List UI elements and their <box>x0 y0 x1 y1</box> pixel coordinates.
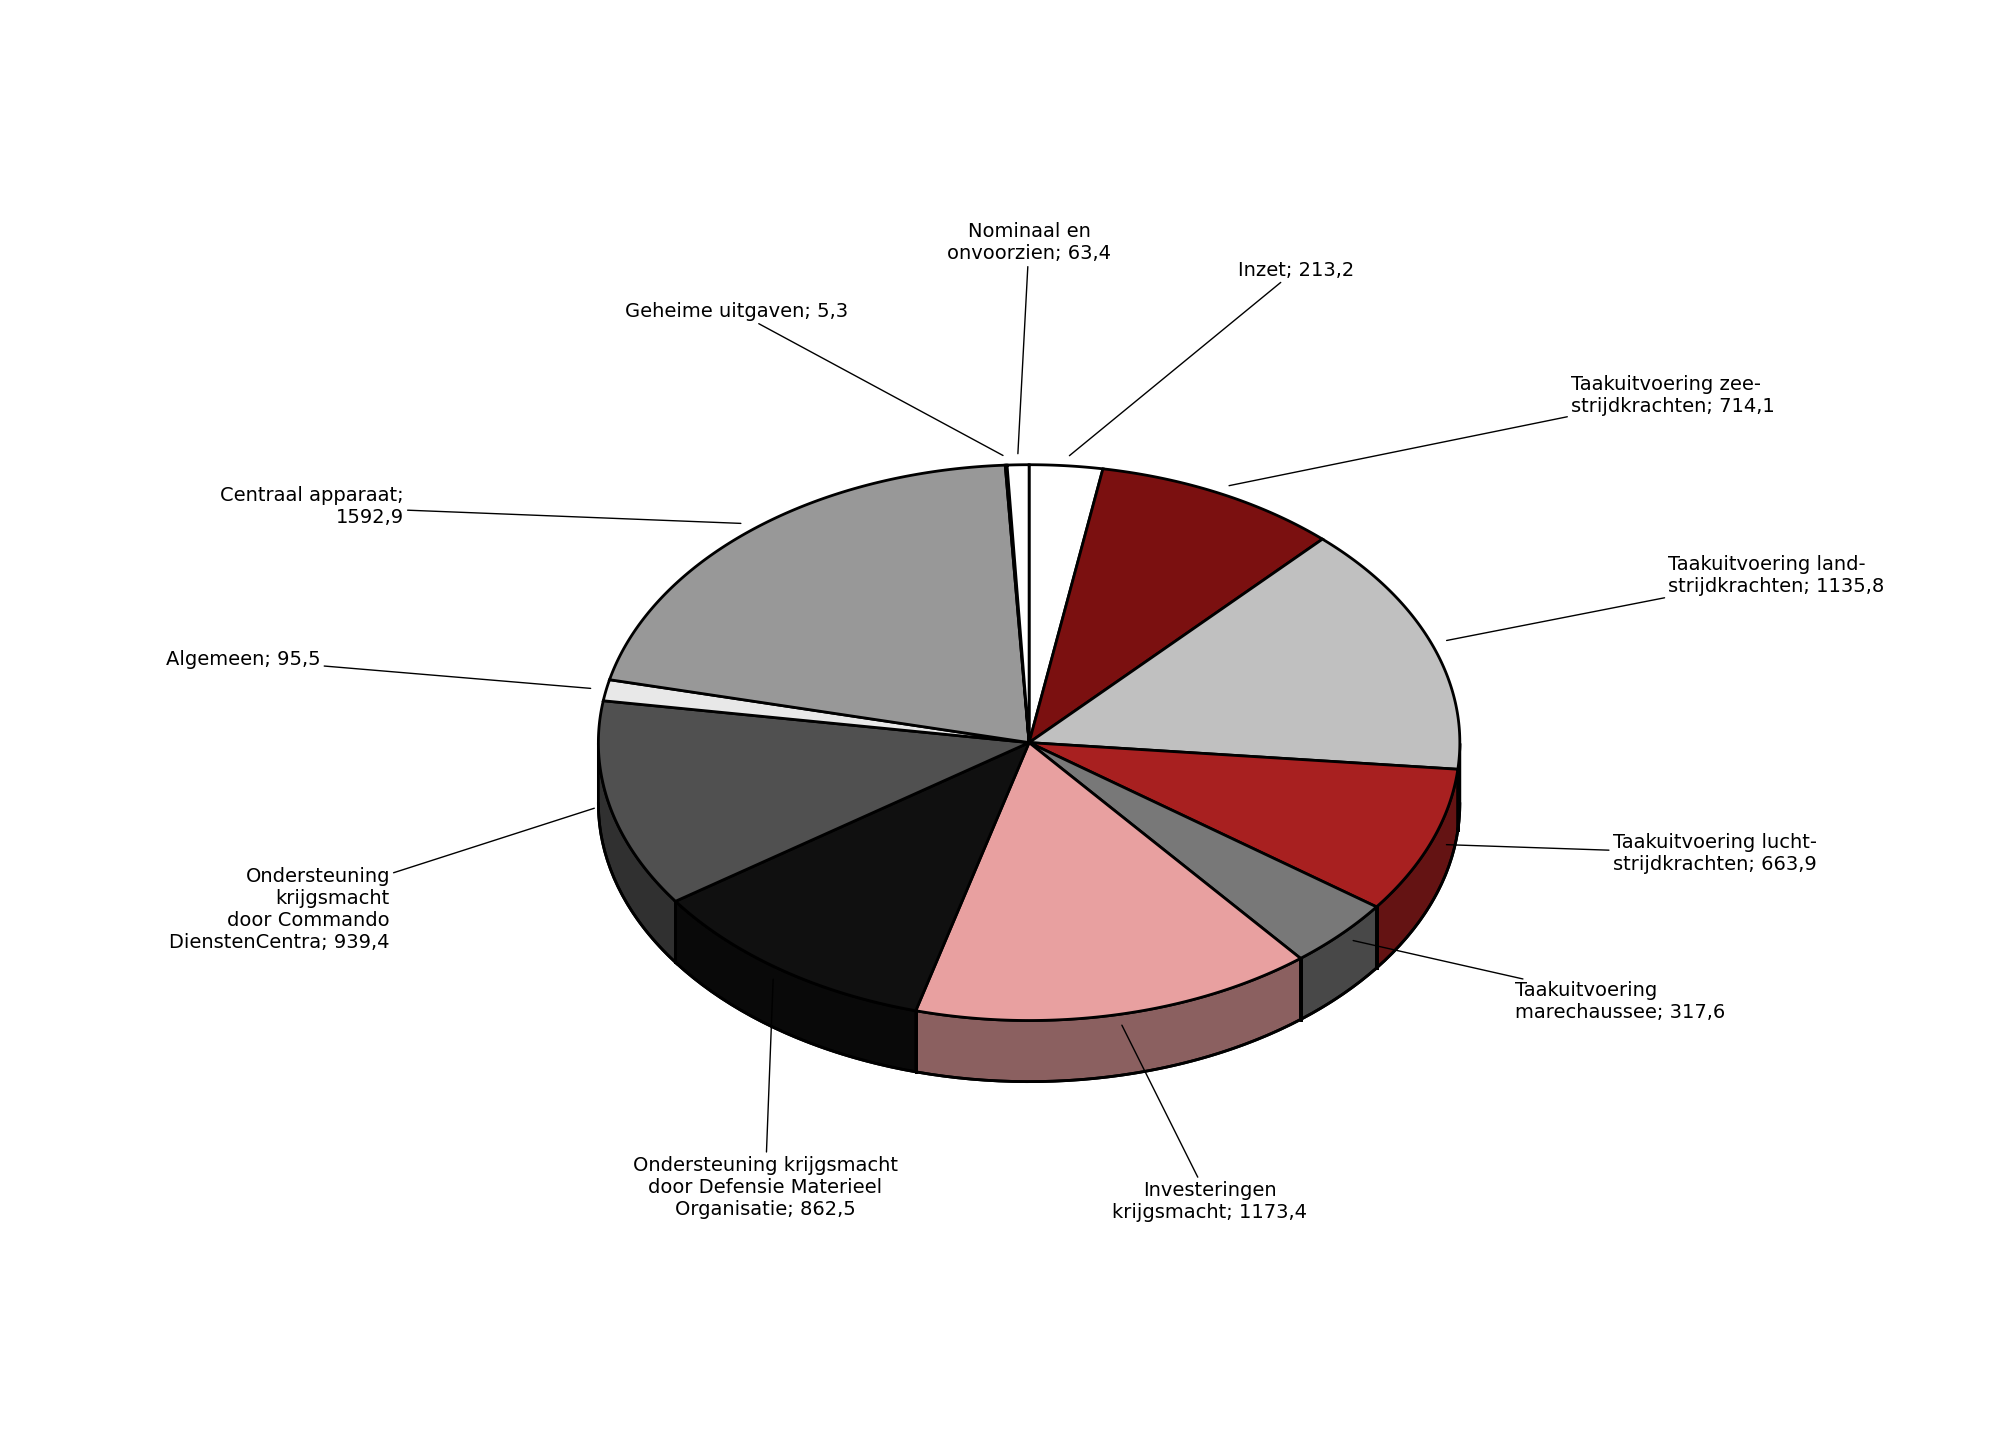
Polygon shape <box>915 958 1301 1082</box>
Polygon shape <box>1030 743 1377 958</box>
Polygon shape <box>610 465 1030 743</box>
Polygon shape <box>598 743 674 962</box>
Polygon shape <box>1030 465 1102 743</box>
Polygon shape <box>1008 465 1030 743</box>
Text: Centraal apparaat;
1592,9: Centraal apparaat; 1592,9 <box>221 486 741 527</box>
Text: Taakuitvoering zee-
strijdkrachten; 714,1: Taakuitvoering zee- strijdkrachten; 714,… <box>1228 375 1774 486</box>
Text: Ondersteuning
krijgsmacht
door Commando
DienstenCentra; 939,4: Ondersteuning krijgsmacht door Commando … <box>169 808 594 952</box>
Polygon shape <box>1030 469 1323 743</box>
Polygon shape <box>915 743 1301 1020</box>
Text: Geheime uitgaven; 5,3: Geheime uitgaven; 5,3 <box>624 303 1001 456</box>
Text: Ondersteuning krijgsmacht
door Defensie Materieel
Organisatie; 862,5: Ondersteuning krijgsmacht door Defensie … <box>632 980 897 1219</box>
Polygon shape <box>1030 540 1459 769</box>
Polygon shape <box>1030 743 1457 906</box>
Polygon shape <box>1301 906 1377 1020</box>
Polygon shape <box>674 902 915 1072</box>
Text: Taakuitvoering land-
strijdkrachten; 1135,8: Taakuitvoering land- strijdkrachten; 113… <box>1445 556 1883 641</box>
Polygon shape <box>1006 465 1030 743</box>
Text: Taakuitvoering lucht-
strijdkrachten; 663,9: Taakuitvoering lucht- strijdkrachten; 66… <box>1445 833 1816 874</box>
Polygon shape <box>602 680 1030 743</box>
Text: Nominaal en
onvoorzien; 63,4: Nominaal en onvoorzien; 63,4 <box>947 222 1110 453</box>
Text: Inzet; 213,2: Inzet; 213,2 <box>1070 261 1353 456</box>
Polygon shape <box>674 743 1030 1010</box>
Text: Algemeen; 95,5: Algemeen; 95,5 <box>167 649 590 688</box>
Text: Investeringen
krijgsmacht; 1173,4: Investeringen krijgsmacht; 1173,4 <box>1112 1025 1307 1222</box>
Text: Taakuitvoering
marechaussee; 317,6: Taakuitvoering marechaussee; 317,6 <box>1353 941 1724 1022</box>
Polygon shape <box>1377 769 1457 968</box>
Polygon shape <box>598 701 1030 902</box>
